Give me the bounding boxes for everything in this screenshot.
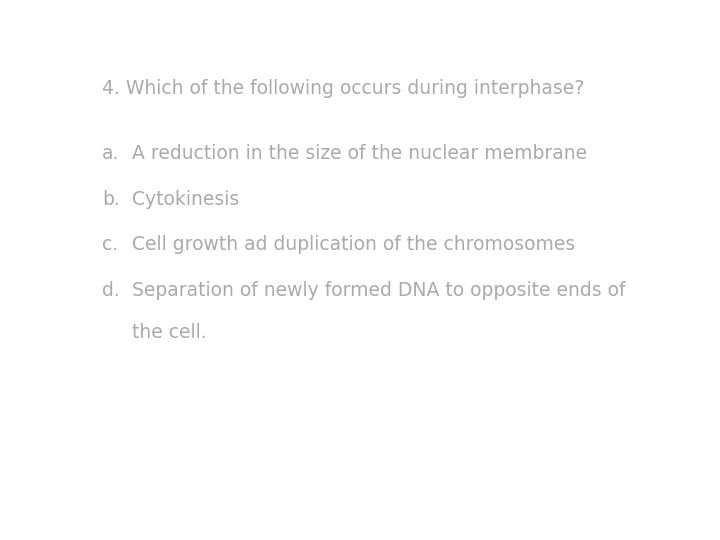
Text: Cytokinesis: Cytokinesis [132,190,239,208]
Text: c.: c. [102,235,118,254]
Text: a.: a. [102,144,120,163]
Text: Cell growth ad duplication of the chromosomes: Cell growth ad duplication of the chromo… [132,235,575,254]
Text: Separation of newly formed DNA to opposite ends of: Separation of newly formed DNA to opposi… [132,281,626,300]
Text: A reduction in the size of the nuclear membrane: A reduction in the size of the nuclear m… [132,144,587,163]
Text: the cell.: the cell. [132,322,207,342]
Text: d.: d. [102,281,120,300]
Text: 4. Which of the following occurs during interphase?: 4. Which of the following occurs during … [102,79,585,98]
Text: b.: b. [102,190,120,208]
